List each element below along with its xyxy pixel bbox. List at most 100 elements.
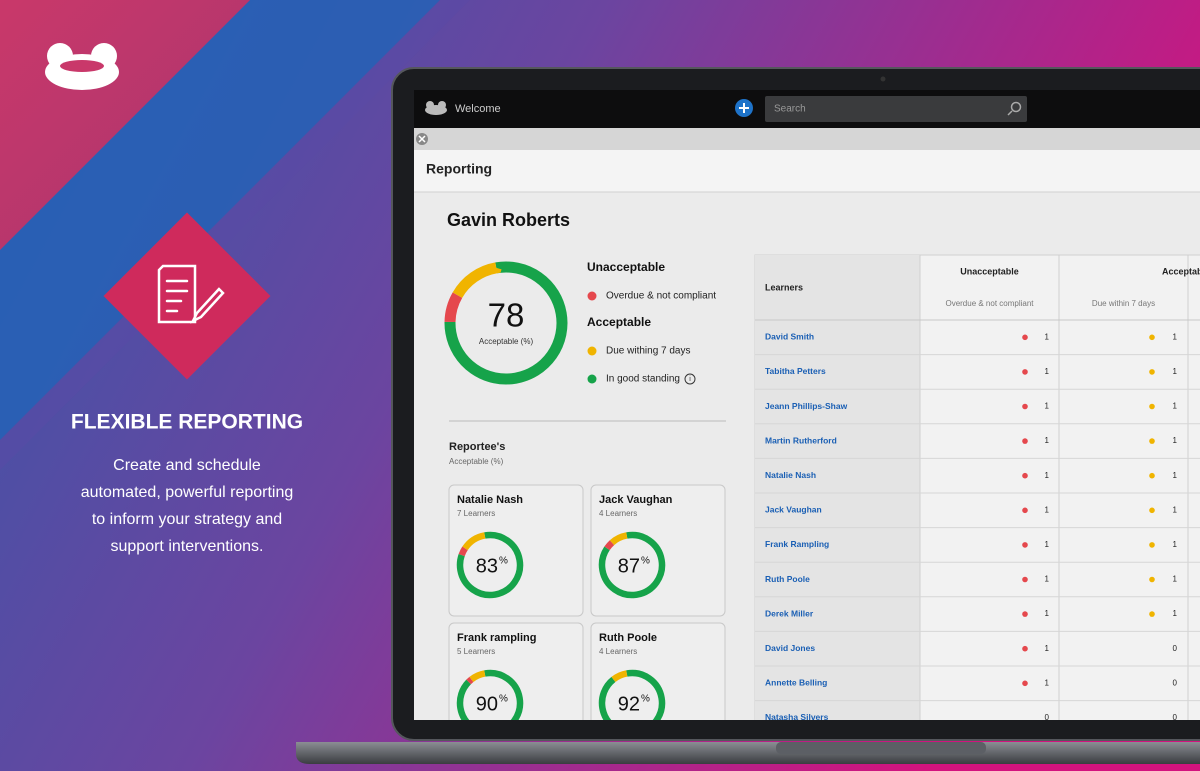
camera — [880, 76, 886, 82]
reportees-title: Reportee's — [449, 441, 505, 453]
feature-description: automated, powerful reporting — [81, 484, 294, 501]
status-dot — [1149, 542, 1155, 548]
legend-dot — [587, 291, 597, 301]
learner-name[interactable]: Natasha Silvers — [765, 712, 829, 722]
score-label: Acceptable (%) — [479, 337, 534, 346]
unacceptable-count: 1 — [1045, 367, 1050, 376]
status-dot — [1022, 542, 1028, 548]
status-dot — [1149, 472, 1155, 479]
column-header: Learners — [765, 282, 803, 292]
tab-strip — [414, 128, 1200, 150]
legend-dot — [587, 374, 597, 384]
reportee-card[interactable] — [590, 622, 726, 754]
learner-name[interactable]: Jack Vaughan — [765, 505, 822, 515]
learner-name[interactable]: Ruth Poole — [765, 574, 810, 584]
learner-name[interactable]: David Jones — [765, 643, 815, 653]
acceptable-count: 0 — [1173, 678, 1178, 687]
legend-label: Due withing 7 days — [606, 346, 691, 357]
legend-dot — [587, 346, 597, 356]
reportees-subtitle: Acceptable (%) — [449, 457, 504, 466]
feature-heading: FLEXIBLE REPORTING — [71, 411, 303, 434]
status-dot — [1022, 576, 1028, 583]
status-dot — [1149, 369, 1155, 375]
status-dot — [1149, 334, 1155, 341]
donut-segment — [456, 531, 524, 599]
acceptable-count: 1 — [1173, 436, 1178, 445]
acceptable-count: 0 — [1173, 644, 1178, 653]
info-icon[interactable] — [684, 373, 696, 385]
reportee-learners: 4 Learners — [599, 509, 637, 518]
logo — [45, 43, 119, 90]
status-dot — [1149, 576, 1155, 583]
report-icon — [157, 264, 225, 324]
feature-diamond — [103, 212, 271, 380]
learner-name[interactable]: Natalie Nash — [765, 470, 816, 480]
reportee-unit: % — [499, 694, 508, 705]
legend-group: Unacceptable — [587, 260, 665, 274]
search-icon — [1007, 101, 1022, 116]
reportee-score: 90 — [476, 693, 498, 715]
column-header: Acceptable — [1162, 266, 1200, 276]
learner-name[interactable]: Annette Belling — [765, 678, 827, 688]
background-band — [0, 0, 470, 470]
status-dot — [1022, 645, 1028, 652]
unacceptable-count: 1 — [1045, 505, 1050, 514]
learner-name[interactable]: Jeann Phillips-Shaw — [765, 401, 848, 411]
search-placeholder: Search — [774, 104, 806, 115]
person-name: Gavin Roberts — [447, 210, 570, 230]
legend-label: Overdue & not compliant — [606, 291, 716, 302]
unacceptable-count: 1 — [1045, 644, 1050, 653]
laptop-notch — [776, 742, 986, 754]
status-dot — [1022, 680, 1028, 687]
status-dot — [1022, 507, 1028, 514]
column-subheader: Due within 7 days — [1092, 299, 1155, 308]
reportee-learners: 5 Learners — [457, 647, 495, 656]
add-icon — [739, 103, 749, 113]
reportee-unit: % — [499, 556, 508, 567]
reportee-card[interactable] — [448, 622, 584, 754]
reportee-name: Frank rampling — [457, 632, 536, 644]
unacceptable-count: 1 — [1045, 436, 1050, 445]
status-dot — [1022, 403, 1028, 410]
screen: Welcome Search Reporting Gavin Roberts R… — [414, 90, 1200, 754]
laptop-base — [296, 742, 1200, 764]
donut-segment — [456, 669, 524, 720]
acceptable-count: 0 — [1173, 713, 1178, 722]
reportee-score: 87 — [618, 555, 640, 577]
donut-segment — [598, 669, 666, 720]
legend-label: In good standing — [606, 374, 680, 385]
header-bar — [414, 150, 1200, 192]
status-dot — [1149, 507, 1155, 514]
learner-name[interactable]: Tabitha Petters — [765, 366, 826, 376]
unacceptable-count: 1 — [1045, 402, 1050, 411]
acceptable-count: 1 — [1173, 609, 1178, 618]
unacceptable-count: 1 — [1045, 609, 1050, 618]
unacceptable-count: 1 — [1045, 678, 1050, 687]
acceptable-count: 1 — [1173, 471, 1178, 480]
acceptable-count: 1 — [1173, 540, 1178, 549]
learner-name[interactable]: Frank Rampling — [765, 539, 829, 549]
learner-name[interactable]: Martin Rutherford — [765, 435, 837, 445]
column-header: Unacceptable — [960, 266, 1019, 276]
learners-column — [755, 255, 920, 720]
status-dot — [1022, 472, 1028, 479]
learner-name[interactable]: David Smith — [765, 332, 814, 342]
status-dot — [1149, 611, 1155, 617]
unacceptable-count: 1 — [1045, 332, 1050, 341]
acceptable-count: 1 — [1173, 402, 1178, 411]
unacceptable-count: 1 — [1045, 471, 1050, 480]
acceptable-count: 1 — [1173, 505, 1178, 514]
close-icon — [418, 135, 426, 143]
unacceptable-count: 1 — [1045, 575, 1050, 584]
learner-name[interactable]: Derek Miller — [765, 608, 814, 618]
status-dot — [1022, 334, 1028, 341]
column-subheader: Overdue & not compliant — [945, 299, 1034, 308]
feature-description: Create and schedule — [113, 457, 261, 474]
donut-segment — [598, 531, 666, 599]
reportee-learners: 7 Learners — [457, 509, 495, 518]
page-title: Reporting — [426, 161, 492, 177]
search-box[interactable] — [765, 96, 1027, 122]
score: 78 — [488, 297, 525, 334]
acceptable-count: 1 — [1173, 332, 1178, 341]
status-dot — [1022, 611, 1028, 617]
